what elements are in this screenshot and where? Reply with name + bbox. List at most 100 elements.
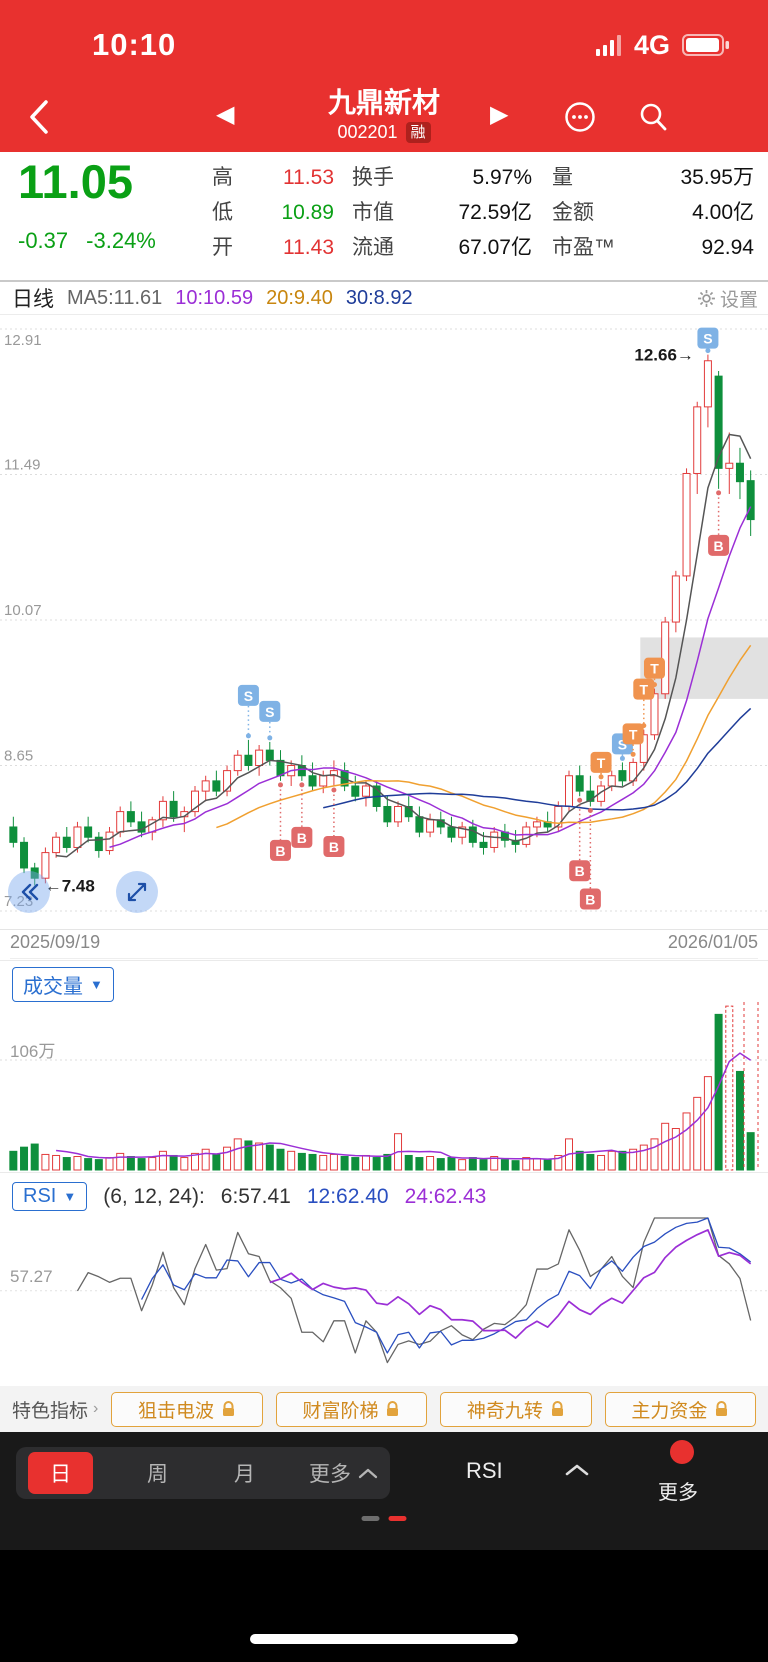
period-day-button[interactable]: 日 — [28, 1452, 93, 1494]
period-week-button[interactable]: 周 — [147, 1463, 168, 1486]
marketcap-label: 市值 — [352, 201, 394, 224]
indicator-switch-button[interactable]: RSI — [466, 1458, 503, 1483]
page-indicator — [361, 1516, 407, 1521]
volume-selector-label: 成交量 — [23, 976, 83, 998]
feature-label-text: 特色指标 — [12, 1400, 89, 1422]
back-button[interactable] — [26, 98, 52, 141]
search-icon — [640, 103, 667, 131]
margin-trading-badge: 融 — [405, 121, 431, 143]
feature-label[interactable]: 特色指标 › — [12, 1396, 98, 1423]
period-more-button[interactable]: 更多 — [309, 1458, 378, 1488]
open-label: 开 — [212, 236, 233, 259]
arrow-right-icon: › — [93, 1400, 99, 1417]
change-percent: -3.24% — [86, 228, 156, 253]
candlestick-chart[interactable]: 12.9111.4910.078.657.23SSBBBBBTSTTTSB12.… — [0, 315, 768, 929]
lock-icon — [387, 1400, 399, 1416]
marketcap-value: 72.59亿 — [458, 201, 532, 224]
feature-button-label: 主力资金 — [631, 1400, 708, 1422]
svg-text:8.65: 8.65 — [4, 748, 33, 765]
period-label: 日线 — [12, 288, 54, 311]
change-value: -0.37 — [18, 228, 69, 253]
page-dot-inactive — [361, 1516, 380, 1521]
svg-text:←7.48: ←7.48 — [45, 876, 95, 895]
nav-bar: ◀ 九鼎新材 002201 融 ▶ — [0, 84, 768, 152]
rsi-chart[interactable] — [0, 1210, 768, 1386]
volume-axis-tick: 106万 — [10, 1042, 56, 1061]
rsi24-value: 24:62.43 — [404, 1184, 487, 1208]
amount-label: 金额 — [552, 201, 594, 224]
period-more-label: 更多 — [309, 1463, 351, 1486]
svg-text:S: S — [618, 736, 627, 752]
page-dot-active — [388, 1516, 407, 1521]
dropdown-arrow-icon: ▼ — [63, 1189, 77, 1204]
svg-text:B: B — [575, 863, 585, 879]
start-date: 2025/09/19 — [10, 932, 101, 952]
settings-button[interactable]: 设置 — [697, 285, 758, 312]
feature-button-sniper[interactable]: 狙击电波 — [111, 1391, 263, 1427]
volume-value: 35.95万 — [680, 166, 754, 189]
feature-button-nine-turns[interactable]: 神奇九转 — [440, 1391, 592, 1427]
stock-code: 002201 — [337, 122, 398, 142]
candlestick-chart-area[interactable]: 12.91 11.49 10.07 8.65 7.23 S S B B B B B T S T T T S B 12.… — [0, 314, 768, 930]
more-tools-button[interactable]: 更多 — [658, 1482, 698, 1504]
pe-label: 市盈™ — [552, 236, 615, 259]
rsi-indicator-selector[interactable]: RSI ▼ — [12, 1182, 88, 1211]
stock-title-block: 九鼎新材 002201 融 — [328, 86, 440, 144]
volume-indicator-selector[interactable]: 成交量 ▼ — [12, 967, 114, 1002]
prev-stock-button[interactable]: ◀ — [216, 101, 235, 128]
feature-button-label: 财富阶梯 — [302, 1400, 379, 1422]
next-stock-button[interactable]: ▶ — [490, 101, 509, 128]
battery-icon — [682, 34, 729, 56]
feature-button-wealth[interactable]: 财富阶梯 — [275, 1391, 428, 1427]
pe-value: 92.94 — [701, 236, 754, 259]
volume-chart[interactable] — [0, 1000, 768, 1172]
period-month-button[interactable]: 月 — [234, 1463, 255, 1486]
volume-panel: 成交量 ▼ 106万 — [0, 960, 768, 1172]
svg-text:T: T — [629, 726, 638, 742]
back-chevron-icon — [30, 100, 48, 134]
low-label: 低 — [212, 201, 233, 224]
svg-text:7.23: 7.23 — [4, 893, 33, 910]
bottom-toolbar: 日 周 月 更多 RSI 更多 — [0, 1432, 768, 1550]
chevron-up-icon — [565, 1464, 589, 1476]
turnover-label: 换手 — [352, 166, 394, 189]
pan-left-button[interactable] — [8, 871, 50, 913]
svg-text:B: B — [297, 830, 307, 846]
svg-text:T: T — [640, 682, 649, 698]
notification-dot — [670, 1440, 694, 1464]
high-label: 高 — [212, 166, 233, 189]
svg-text:S: S — [244, 688, 253, 704]
feature-button-main-funds[interactable]: 主力资金 — [604, 1391, 757, 1427]
zoom-toggle-button[interactable] — [116, 871, 158, 913]
lock-icon — [716, 1400, 728, 1416]
volume-label: 量 — [552, 166, 573, 189]
svg-text:12.66→: 12.66→ — [634, 346, 694, 365]
indicator-expand-button[interactable] — [564, 1462, 590, 1483]
dropdown-arrow-icon: ▼ — [90, 977, 103, 992]
svg-text:S: S — [265, 704, 274, 720]
community-icon — [565, 102, 595, 132]
clock: 10:10 — [92, 27, 177, 62]
feature-button-label: 神奇九转 — [466, 1400, 543, 1422]
search-button[interactable] — [636, 98, 672, 141]
low-value: 10.89 — [281, 201, 334, 224]
float-label: 流通 — [352, 236, 394, 259]
rsi-panel: RSI ▼ (6, 12, 24): 6:57.41 12:62.40 24:6… — [0, 1172, 768, 1386]
price-change: -0.37 -3.24% — [18, 228, 156, 254]
end-date: 2026/01/05 — [667, 932, 758, 952]
network-type: 4G — [633, 29, 670, 60]
community-button[interactable] — [562, 98, 598, 141]
home-indicator[interactable] — [250, 1634, 518, 1644]
settings-label: 设置 — [719, 289, 758, 311]
svg-text:S: S — [703, 331, 712, 347]
rsi6-value: 6:57.41 — [220, 1184, 291, 1208]
double-chevron-left-icon — [21, 883, 39, 901]
feature-tab-bar: 特色指标 › 狙击电波 财富阶梯 神奇九转 主力资金 — [0, 1386, 768, 1432]
lock-icon — [223, 1400, 235, 1416]
ma20-value: 20:9.40 — [266, 286, 333, 309]
quote-column-vol: 量 35.95万 金额 4.00亿 市盈™ 92.94 — [552, 166, 754, 260]
ma30-value: 30:8.92 — [345, 286, 413, 309]
svg-text:B: B — [714, 538, 724, 554]
turnover-value: 5.97% — [472, 166, 532, 189]
